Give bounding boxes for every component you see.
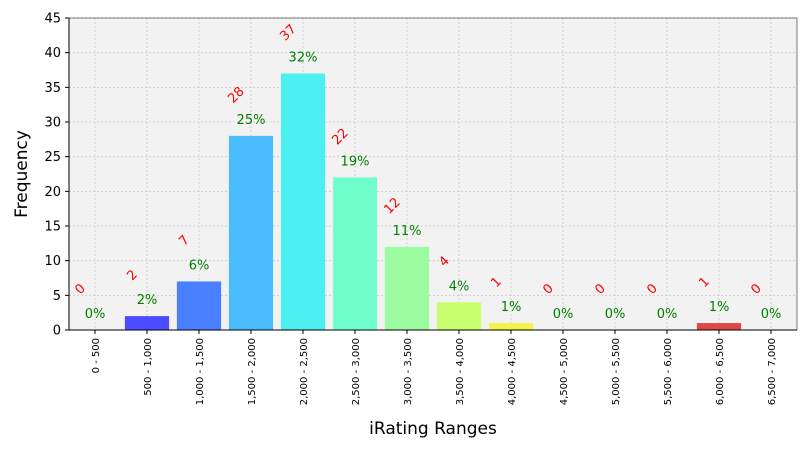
x-tick-label: 2,500 - 3,000 bbox=[351, 338, 362, 405]
y-tick-label: 5 bbox=[53, 289, 61, 304]
y-tick-label: 25 bbox=[44, 150, 61, 165]
x-tick-label: 1,500 - 2,000 bbox=[247, 338, 258, 405]
x-tick-label: 5,500 - 6,000 bbox=[663, 338, 674, 405]
x-tick-label: 4,000 - 4,500 bbox=[507, 338, 518, 405]
percent-label: 19% bbox=[341, 154, 370, 169]
percent-label: 2% bbox=[137, 293, 158, 308]
x-tick-label: 2,000 - 2,500 bbox=[299, 338, 310, 405]
bar bbox=[124, 316, 170, 330]
percent-label: 0% bbox=[761, 307, 782, 322]
y-tick-label: 35 bbox=[44, 81, 61, 96]
percent-label: 0% bbox=[657, 307, 678, 322]
bar bbox=[384, 246, 430, 330]
percent-label: 1% bbox=[501, 300, 522, 315]
percent-label: 11% bbox=[393, 224, 422, 239]
bar bbox=[436, 302, 482, 330]
x-tick-label: 3,000 - 3,500 bbox=[403, 338, 414, 405]
y-tick-label: 0 bbox=[53, 324, 61, 339]
y-tick-label: 10 bbox=[44, 254, 61, 269]
y-tick-label: 40 bbox=[44, 46, 61, 61]
bars bbox=[124, 73, 742, 330]
x-axis-title: iRating Ranges bbox=[369, 419, 497, 439]
y-tick-label: 15 bbox=[44, 220, 61, 235]
x-tick-label: 4,500 - 5,000 bbox=[559, 338, 570, 405]
x-tick-label: 6,000 - 6,500 bbox=[715, 338, 726, 405]
bar bbox=[332, 177, 378, 330]
x-tick-label: 3,500 - 4,000 bbox=[455, 338, 466, 405]
percent-label: 0% bbox=[553, 307, 574, 322]
plot-background bbox=[69, 18, 797, 330]
bar bbox=[280, 73, 326, 330]
x-tick-label: 500 - 1,000 bbox=[143, 338, 154, 396]
percent-label: 6% bbox=[189, 258, 210, 273]
bar bbox=[696, 323, 742, 330]
y-tick-label: 45 bbox=[44, 12, 61, 27]
x-tick-label: 5,000 - 5,500 bbox=[611, 338, 622, 405]
bar bbox=[176, 281, 222, 330]
x-tick-label: 6,500 - 7,000 bbox=[767, 338, 778, 405]
bar bbox=[488, 323, 534, 330]
percent-label: 25% bbox=[237, 113, 266, 128]
axes: 0 5 10 15 20 25 30 35 40 45 0 - 500 500 - 1,000 1,00… bbox=[44, 12, 798, 405]
y-tick-label: 30 bbox=[44, 116, 61, 131]
bar bbox=[228, 135, 274, 330]
percent-label: 1% bbox=[709, 300, 730, 315]
y-tick-label: 20 bbox=[44, 185, 61, 200]
percent-label: 0% bbox=[85, 307, 106, 322]
percent-label: 32% bbox=[289, 50, 318, 65]
percent-label: 4% bbox=[449, 279, 470, 294]
x-tick-label: 1,000 - 1,500 bbox=[195, 338, 206, 405]
percent-label: 0% bbox=[605, 307, 626, 322]
x-tick-label: 0 - 500 bbox=[91, 338, 102, 373]
y-axis-title: Frequency bbox=[12, 130, 32, 218]
